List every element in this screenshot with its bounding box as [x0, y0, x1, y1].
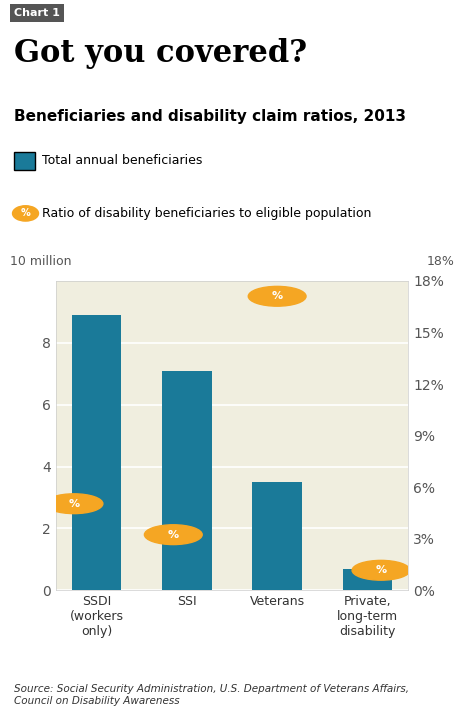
Circle shape — [351, 560, 409, 580]
Circle shape — [144, 525, 202, 544]
Text: %: % — [271, 292, 282, 301]
Bar — [342, 569, 391, 590]
Text: 10 million: 10 million — [10, 256, 71, 269]
Bar — [162, 371, 211, 590]
Bar — [252, 482, 301, 590]
Text: Ratio of disability beneficiaries to eligible population: Ratio of disability beneficiaries to eli… — [42, 207, 370, 220]
Text: Source: Social Security Administration, U.S. Department of Veterans Affairs,
Cou: Source: Social Security Administration, … — [14, 684, 408, 706]
Circle shape — [13, 206, 38, 221]
Circle shape — [248, 287, 306, 306]
Circle shape — [45, 494, 103, 513]
Text: Beneficiaries and disability claim ratios, 2013: Beneficiaries and disability claim ratio… — [14, 109, 405, 125]
Text: Chart 1: Chart 1 — [14, 8, 60, 18]
Text: Total annual beneficiaries: Total annual beneficiaries — [42, 153, 202, 166]
Text: %: % — [68, 499, 79, 509]
Bar — [72, 315, 121, 590]
FancyBboxPatch shape — [14, 152, 35, 170]
Text: Got you covered?: Got you covered? — [14, 38, 307, 69]
Text: 18%: 18% — [425, 256, 453, 269]
Text: %: % — [20, 208, 31, 218]
Text: %: % — [168, 530, 178, 540]
Text: %: % — [375, 565, 386, 575]
